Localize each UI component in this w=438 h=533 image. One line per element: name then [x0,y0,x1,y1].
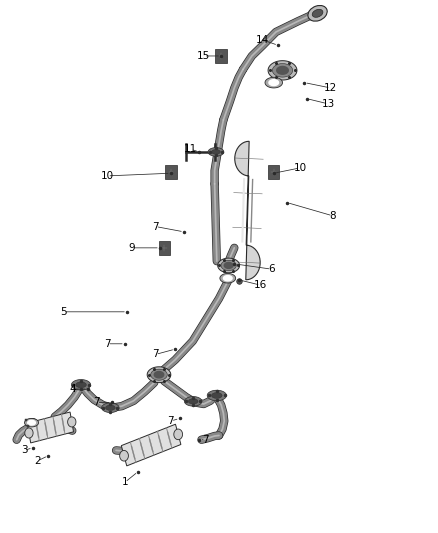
Text: 11: 11 [184,144,197,154]
Polygon shape [212,150,220,154]
Text: 7: 7 [152,350,159,359]
Text: 10: 10 [101,171,114,181]
Text: 7: 7 [104,339,111,349]
Polygon shape [154,372,164,378]
Polygon shape [102,403,119,413]
Polygon shape [71,379,91,390]
FancyBboxPatch shape [159,241,170,255]
Polygon shape [151,369,167,380]
Text: 7: 7 [167,416,174,426]
Polygon shape [212,393,222,398]
Polygon shape [28,421,35,425]
Text: 7: 7 [152,222,159,231]
Text: 1: 1 [121,478,128,487]
Text: 7: 7 [202,435,209,445]
Text: 12: 12 [324,83,337,93]
Text: 10: 10 [293,163,307,173]
FancyBboxPatch shape [165,165,177,179]
Text: 15: 15 [197,51,210,61]
Polygon shape [269,80,279,85]
Polygon shape [25,428,33,438]
Polygon shape [218,258,240,273]
Text: 9: 9 [128,243,135,253]
Polygon shape [265,77,283,88]
Text: 2: 2 [34,456,41,466]
FancyBboxPatch shape [215,49,227,63]
Polygon shape [268,61,297,80]
Polygon shape [120,450,128,461]
Text: 6: 6 [268,264,275,274]
Ellipse shape [308,5,327,21]
Polygon shape [36,425,39,438]
Polygon shape [224,263,233,268]
Polygon shape [168,432,171,445]
Polygon shape [25,418,39,427]
Polygon shape [67,417,76,427]
Polygon shape [207,390,226,401]
Polygon shape [149,439,153,452]
Text: 3: 3 [21,446,28,455]
Text: 8: 8 [329,211,336,221]
Polygon shape [27,412,74,443]
Polygon shape [159,435,162,449]
Text: 13: 13 [322,99,335,109]
Polygon shape [184,397,202,406]
Polygon shape [208,148,224,156]
Polygon shape [188,399,198,404]
Polygon shape [76,382,86,387]
Polygon shape [45,423,47,435]
Polygon shape [121,424,181,466]
Polygon shape [235,141,260,280]
Polygon shape [272,63,293,77]
Polygon shape [174,429,183,440]
Text: 16: 16 [254,280,267,290]
Polygon shape [62,418,64,431]
Polygon shape [147,367,171,383]
Polygon shape [221,260,237,271]
FancyBboxPatch shape [268,165,279,179]
Polygon shape [223,276,232,281]
Text: 4: 4 [69,384,76,394]
Polygon shape [106,405,115,410]
Text: 7: 7 [93,398,100,407]
Polygon shape [277,67,288,74]
Polygon shape [220,273,236,283]
Text: 5: 5 [60,307,67,317]
Polygon shape [131,446,135,459]
Text: 14: 14 [256,35,269,45]
Polygon shape [141,442,144,456]
Polygon shape [53,421,56,433]
Ellipse shape [312,10,323,17]
